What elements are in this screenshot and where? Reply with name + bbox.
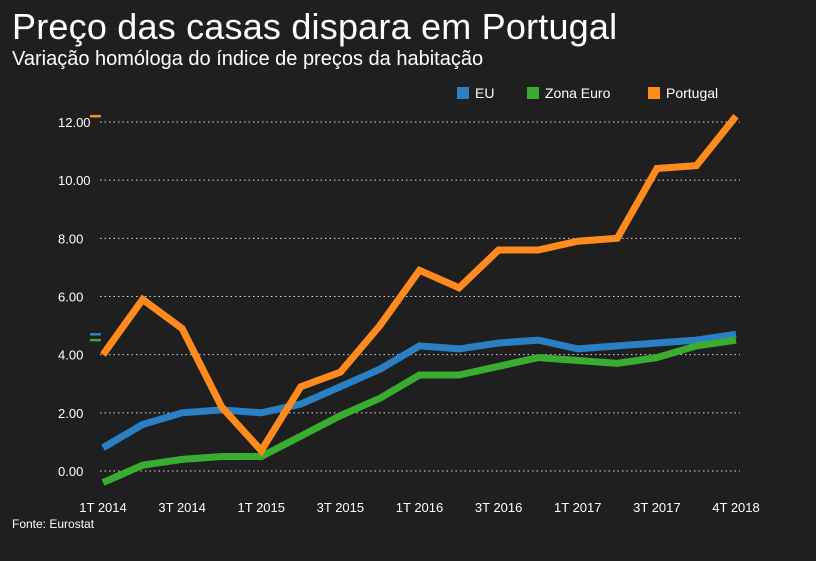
- axis-value-markers: [90, 114, 101, 342]
- legend-label: Portugal: [666, 85, 718, 101]
- x-tick-label: 3T 2014: [158, 500, 205, 515]
- grid-lines: [100, 121, 740, 472]
- chart-title: Preço das casas dispara em Portugal: [12, 6, 618, 47]
- y-axis-ticks: 0.00 2.00 4.00 6.00 8.00 10.00 12.00: [58, 115, 91, 479]
- x-tick-label: 4T 2018: [712, 500, 759, 515]
- y-tick-label: 6.00: [58, 290, 83, 305]
- chart-subtitle: Variação homóloga do índice de preços da…: [12, 48, 484, 70]
- legend-swatch: [527, 87, 539, 99]
- series-line-zona-euro: [101, 336, 737, 486]
- x-tick-label: 1T 2016: [396, 500, 443, 515]
- series-line-portugal: [100, 114, 739, 457]
- series-lines: [100, 114, 739, 486]
- y-tick-label: 8.00: [58, 231, 83, 246]
- legend-label: EU: [475, 85, 494, 101]
- legend: EU Zona Euro Portugal: [457, 85, 718, 101]
- y-tick-label: 10.00: [58, 173, 91, 188]
- x-tick-label: 3T 2016: [475, 500, 522, 515]
- legend-swatch: [648, 87, 660, 99]
- y-tick-label: 4.00: [58, 348, 83, 363]
- y-tick-label: 2.00: [58, 406, 83, 421]
- x-axis-ticks: 1T 2014 3T 2014 1T 2015 3T 2015 1T 2016 3T 20…: [79, 500, 759, 515]
- x-tick-label: 3T 2017: [633, 500, 680, 515]
- legend-label: Zona Euro: [545, 85, 611, 101]
- y-tick-label: 0.00: [58, 464, 83, 479]
- legend-swatch: [457, 87, 469, 99]
- x-tick-label: 1T 2017: [554, 500, 601, 515]
- source-note: Fonte: Eurostat: [12, 517, 95, 531]
- x-tick-label: 3T 2015: [317, 500, 364, 515]
- x-tick-label: 1T 2014: [79, 500, 126, 515]
- y-tick-label: 12.00: [58, 115, 91, 130]
- x-tick-label: 1T 2015: [238, 500, 285, 515]
- series-line-eu: [101, 330, 737, 451]
